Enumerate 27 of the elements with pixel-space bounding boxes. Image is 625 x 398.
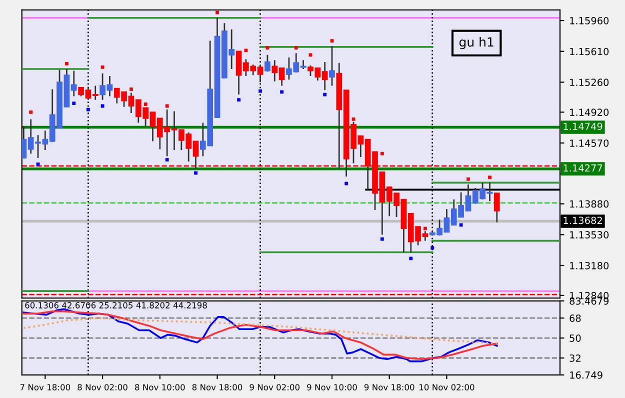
y-tick-label: 68 [570,314,581,322]
x-tick-label: 10 Nov 02:00 [420,384,474,390]
ref-line-label: 1.14749 [564,122,602,130]
x-tick-label: 8 Nov 02:00 [78,384,128,390]
annotation: gu h1 [459,37,494,50]
y-tick-label: 1.15960 [570,17,609,24]
y-tick-label: 1.13880 [570,200,609,208]
y-tick-label: 1.13180 [570,262,609,270]
x-tick-label: 9 Nov 18:00 [364,384,414,390]
ref-line-label: 1.13682 [564,216,602,224]
x-tick-label: 7 Nov 18:00 [20,384,70,390]
x-tick-label: 8 Nov 18:00 [192,384,242,390]
y-tick-label: 1.15610 [570,48,609,56]
y-tick-label: 1.14570 [570,139,609,147]
y-tick-label: 83.4679 [570,297,609,305]
annotation: 60.1306 42.6706 25.2105 41.8202 44.2198 [25,302,207,308]
y-tick-label: 32 [570,354,580,362]
x-tick-label: 8 Nov 10:00 [135,384,185,390]
ref-line-label: 1.14277 [564,164,602,172]
x-tick-label: 9 Nov 10:00 [307,384,357,390]
x-tick-label: 9 Nov 02:00 [250,384,300,390]
y-tick-label: 1.15260 [570,78,609,86]
y-tick-label: 50 [570,334,581,342]
y-tick-label: 1.14920 [570,108,609,116]
y-tick-label: 1.12840 [570,292,609,300]
y-tick-label: 16.749 [570,371,602,379]
y-tick-label: 1.13530 [570,231,609,238]
